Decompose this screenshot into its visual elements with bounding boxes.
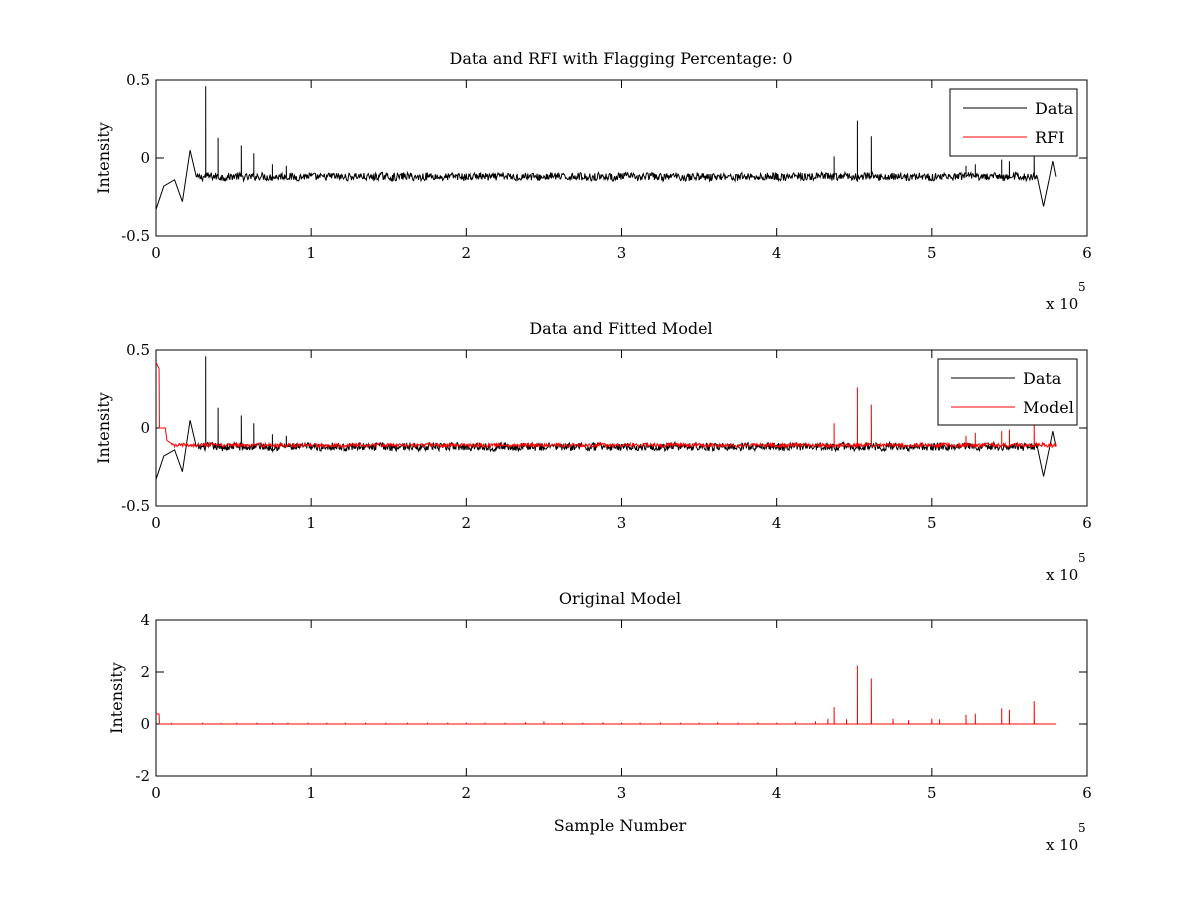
x-tick-label: 3 — [617, 784, 627, 802]
y-tick-label: 0.5 — [126, 341, 150, 359]
y-tick-label: 2 — [140, 663, 150, 681]
x-tick-label: 6 — [1082, 514, 1092, 532]
x-tick-label: 5 — [927, 784, 937, 802]
subplot-model-fit-x-multiplier: x 10 — [1046, 566, 1078, 584]
subplot-rfi-ylabel: Intensity — [94, 122, 113, 194]
y-tick-label: -2 — [135, 767, 150, 785]
subplot-original-model: Original Model Intensity Sample Number 0… — [107, 589, 1092, 854]
legend-box — [949, 88, 1078, 157]
subplot-rfi: Data and RFI with Flagging Percentage: 0… — [94, 49, 1092, 313]
subplot-rfi-x-exponent: 5 — [1078, 280, 1086, 294]
x-tick-label: 2 — [462, 244, 472, 262]
subplot-original-model-x-multiplier: x 10 — [1046, 836, 1078, 854]
y-tick-label: -0.5 — [121, 497, 150, 515]
x-tick-label: 3 — [617, 514, 627, 532]
series-line-model-1 — [156, 362, 1057, 450]
legend-box — [937, 358, 1078, 426]
subplot-original-model-title: Original Model — [559, 589, 681, 608]
x-tick-label: 1 — [306, 244, 316, 262]
x-tick-label: 0 — [151, 244, 161, 262]
legend-label: Data — [1023, 369, 1062, 388]
y-tick-label: 0 — [140, 149, 150, 167]
subplot-model-fit-x-exponent: 5 — [1078, 551, 1086, 565]
subplot-original-model-ylabel: Intensity — [107, 662, 126, 734]
series-line-data-1 — [156, 356, 1057, 480]
y-tick-label: 0.5 — [126, 71, 150, 89]
subplot-model-fit: Data and Fitted Model Intensity 0 1 2 3 4 5 6 0… — [94, 319, 1092, 584]
y-tick-label: 4 — [140, 611, 150, 629]
y-tick-label: 0 — [140, 715, 150, 733]
series-line-data-0 — [156, 86, 1057, 210]
x-tick-label: 6 — [1082, 784, 1092, 802]
x-tick-label: 4 — [772, 784, 782, 802]
legend-label: RFI — [1035, 128, 1064, 147]
legend: Data RFI — [949, 88, 1078, 157]
x-tick-label: 0 — [151, 514, 161, 532]
y-tick-label: -0.5 — [121, 227, 150, 245]
x-tick-label: 2 — [462, 514, 472, 532]
x-tick-label: 4 — [772, 244, 782, 262]
x-tick-label: 1 — [306, 514, 316, 532]
subplot-rfi-title: Data and RFI with Flagging Percentage: 0 — [449, 49, 792, 68]
y-tick-label: 0 — [140, 419, 150, 437]
subplot-original-model-xlabel: Sample Number — [554, 816, 687, 835]
legend: Data Model — [937, 358, 1078, 426]
x-tick-label: 3 — [617, 244, 627, 262]
x-tick-label: 6 — [1082, 244, 1092, 262]
x-tick-label: 5 — [927, 244, 937, 262]
subplot-model-fit-title: Data and Fitted Model — [529, 319, 712, 338]
x-tick-label: 0 — [151, 784, 161, 802]
legend-label: Model — [1023, 398, 1074, 417]
x-tick-label: 2 — [462, 784, 472, 802]
legend-label: Data — [1035, 99, 1074, 118]
x-tick-label: 5 — [927, 514, 937, 532]
x-tick-label: 1 — [306, 784, 316, 802]
x-tick-label: 4 — [772, 514, 782, 532]
subplot-model-fit-ylabel: Intensity — [94, 392, 113, 464]
subplot-original-model-x-exponent: 5 — [1078, 821, 1086, 835]
subplot-rfi-x-multiplier: x 10 — [1046, 295, 1078, 313]
series-line-model-2 — [156, 665, 1056, 725]
